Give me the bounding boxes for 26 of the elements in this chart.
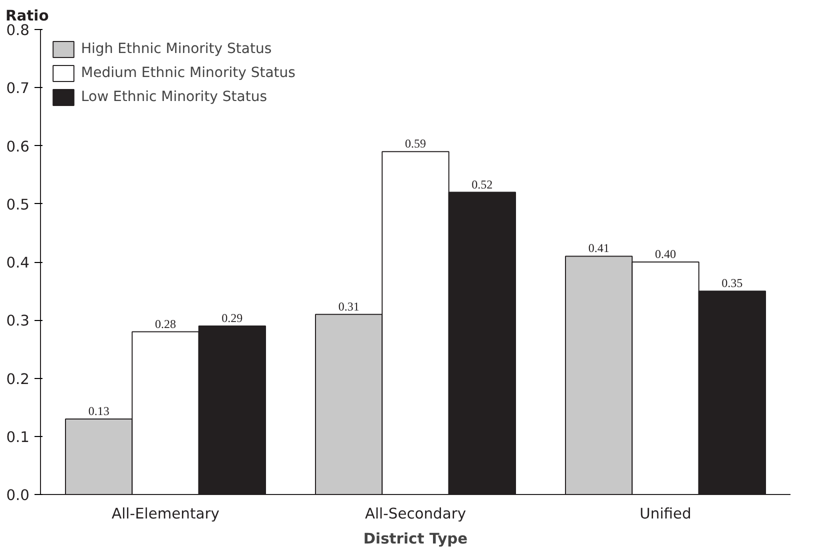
legend-label: Medium Ethnic Minority Status	[81, 65, 296, 81]
data-label: 0.31	[338, 299, 360, 314]
y-tick-label: 0.0	[6, 487, 30, 504]
data-label: 0.41	[588, 241, 610, 256]
legend-label: High Ethnic Minority Status	[81, 41, 272, 57]
x-axis-title: District Type	[363, 530, 468, 548]
data-label: 0.40	[655, 247, 676, 261]
data-label: 0.35	[722, 276, 743, 290]
data-label: 0.52	[472, 177, 493, 192]
x-tick-label: All-Secondary	[364, 506, 466, 522]
y-tick-label: 0.5	[6, 196, 30, 214]
y-tick-label: 0.1	[6, 428, 30, 446]
data-label: 0.28	[155, 316, 176, 331]
y-tick-label: 0.6	[6, 138, 30, 156]
legend-label: Low Ethnic Minority Status	[81, 89, 268, 105]
y-tick-label: 0.3	[6, 312, 30, 330]
data-label: 0.29	[222, 310, 243, 325]
y-axis-title: Ratio	[6, 8, 49, 24]
y-tick-label: 0.4	[6, 254, 30, 272]
x-tick-label: All-Elementary	[112, 506, 220, 522]
x-tick-label: Unified	[640, 506, 692, 522]
y-tick-label: 0.7	[6, 80, 30, 98]
data-label: 0.59	[405, 136, 426, 151]
y-tick-label: 0.8	[6, 22, 30, 39]
data-label: 0.13	[88, 404, 110, 418]
y-tick-label: 0.2	[6, 370, 30, 388]
